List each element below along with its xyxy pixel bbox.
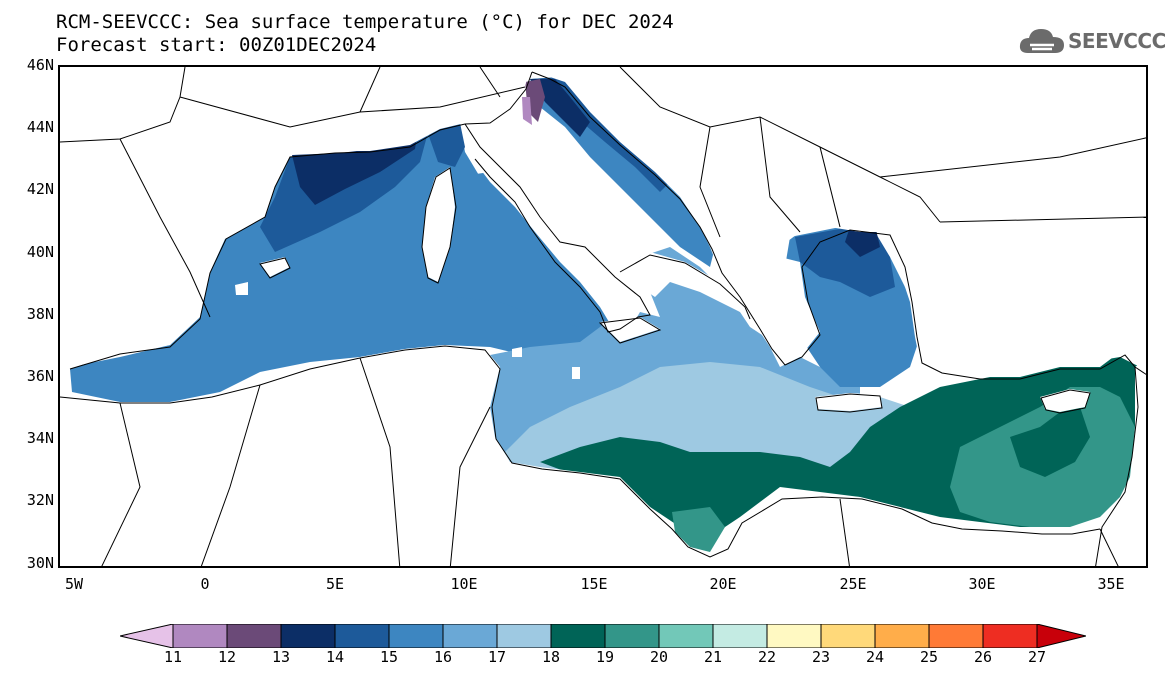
colorbar-bin-18-19 (550, 624, 606, 648)
lat-label-36n: 36N (26, 367, 54, 385)
colorbar-label-13: 13 (271, 648, 291, 666)
coastlines (60, 67, 1146, 566)
colorbar-label-24: 24 (865, 648, 885, 666)
lon-label-5w: 5W (64, 575, 84, 593)
lon-label-0: 0 (200, 575, 210, 593)
colorbar-label-15: 15 (379, 648, 399, 666)
sst-field (70, 77, 1140, 552)
map-canvas (60, 67, 1146, 566)
colorbar-label-26: 26 (973, 648, 993, 666)
colorbar-label-21: 21 (703, 648, 723, 666)
lat-label-40n: 40N (26, 243, 54, 261)
colorbar-bin-17-18 (496, 624, 552, 648)
colorbar-bin-16-17 (442, 624, 498, 648)
colorbar-bin-14-15 (334, 624, 390, 648)
colorbar-label-18: 18 (541, 648, 561, 666)
forecast-start-label: Forecast start: 00Z01DEC2024 (56, 34, 377, 56)
lon-label-15e: 15E (580, 575, 608, 593)
lat-label-32n: 32N (26, 491, 54, 509)
colorbar-label-11: 11 (163, 648, 183, 666)
lon-label-20e: 20E (709, 575, 737, 593)
colorbar-label-14: 14 (325, 648, 345, 666)
colorbar-label-12: 12 (217, 648, 237, 666)
colorbar-label-27: 27 (1027, 648, 1047, 666)
logo-text: SEEVCCC (1068, 29, 1165, 53)
sst-map (58, 65, 1148, 568)
lat-label-30n: 30N (26, 554, 54, 572)
colorbar-bin-20-21 (658, 624, 714, 648)
map-title: RCM-SEEVCCC: Sea surface temperature (°C… (56, 11, 674, 33)
land-mask (60, 67, 1146, 566)
lon-label-10e: 10E (450, 575, 478, 593)
colorbar-bin-13-14 (280, 624, 336, 648)
colorbar-label-17: 17 (487, 648, 507, 666)
colorbar-bin-24-25 (874, 624, 930, 648)
colorbar-label-25: 25 (919, 648, 939, 666)
lat-label-34n: 34N (26, 429, 54, 447)
lon-label-30e: 30E (968, 575, 996, 593)
colorbar-bin-15-16 (388, 624, 444, 648)
seevccc-logo: SEEVCCC (1018, 25, 1165, 57)
cloud-icon (1019, 29, 1064, 53)
lon-label-35e: 35E (1097, 575, 1125, 593)
colorbar-bin-25-26 (928, 624, 984, 648)
lat-label-44n: 44N (26, 118, 54, 136)
colorbar-bin-23-24 (820, 624, 876, 648)
colorbar-label-16: 16 (433, 648, 453, 666)
colorbar-label-20: 20 (649, 648, 669, 666)
lat-label-46n: 46N (26, 56, 54, 74)
lat-label-42n: 42N (26, 180, 54, 198)
colorbar-label-19: 19 (595, 648, 615, 666)
colorbar (120, 624, 1086, 648)
colorbar-bin-26-27 (982, 624, 1038, 648)
colorbar-label-22: 22 (757, 648, 777, 666)
colorbar-bin-12-13 (226, 624, 282, 648)
colorbar-bin-22-23 (766, 624, 822, 648)
lon-label-5e: 5E (325, 575, 345, 593)
colorbar-bin-21-22 (712, 624, 768, 648)
colorbar-max-arrow (1036, 624, 1086, 648)
colorbar-label-23: 23 (811, 648, 831, 666)
colorbar-bin-19-20 (604, 624, 660, 648)
lat-label-38n: 38N (26, 305, 54, 323)
colorbar-bin-11-12 (172, 624, 228, 648)
colorbar-min-arrow (120, 624, 174, 648)
lon-label-25e: 25E (839, 575, 867, 593)
